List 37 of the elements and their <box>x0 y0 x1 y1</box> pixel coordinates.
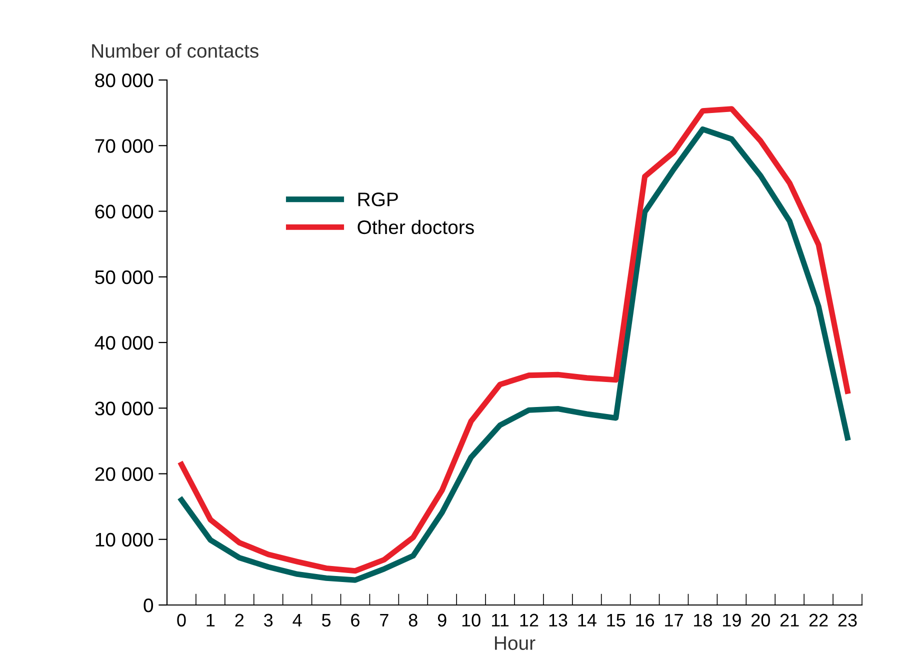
x-tick-label: 22 <box>809 614 828 626</box>
x-tick-label: 18 <box>694 614 712 627</box>
x-tick-label: 11 <box>492 614 509 626</box>
y-tick-label: 30 000 <box>95 402 154 416</box>
x-tick-label: 21 <box>780 614 799 626</box>
legend-label: RGP <box>358 192 398 206</box>
x-tick-label: 5 <box>322 614 331 627</box>
x-tick-label: 16 <box>636 614 654 627</box>
y-tick-label: 70 000 <box>95 139 154 153</box>
y-tick-label: 80 000 <box>95 73 154 88</box>
x-tick-label: 19 <box>723 614 741 627</box>
y-tick-label: 0 <box>144 598 154 612</box>
x-tick-label: 23 <box>838 614 857 627</box>
x-tick-label: 17 <box>665 614 683 626</box>
x-tick-label: 1 <box>206 614 215 626</box>
y-tick-label: 20 000 <box>95 467 154 481</box>
y-tick-label: 50 000 <box>95 270 154 284</box>
x-tick-label: 10 <box>462 614 480 627</box>
x-tick-label: 7 <box>380 614 388 626</box>
x-axis-title: Hour <box>495 636 536 650</box>
x-tick-label: 13 <box>549 614 568 627</box>
legend-label: Other doctors <box>358 220 474 234</box>
x-tick-label: 6 <box>351 614 360 627</box>
y-axis-title: Number of contacts <box>92 44 258 58</box>
x-tick-label: 20 <box>752 614 770 627</box>
x-tick-label: 12 <box>520 614 538 626</box>
y-tick-label: 60 000 <box>95 204 154 218</box>
y-tick-label: 10 000 <box>96 532 154 547</box>
y-tick-label: 40 000 <box>94 336 154 350</box>
x-tick-label: 4 <box>292 614 302 626</box>
x-tick-label: 14 <box>578 614 596 626</box>
x-tick-label: 3 <box>264 614 273 627</box>
x-tick-label: 15 <box>607 614 626 627</box>
x-tick-label: 2 <box>235 614 244 626</box>
x-tick-label: 8 <box>408 614 418 627</box>
x-tick-label: 0 <box>177 614 186 627</box>
x-tick-label: 9 <box>438 614 446 627</box>
